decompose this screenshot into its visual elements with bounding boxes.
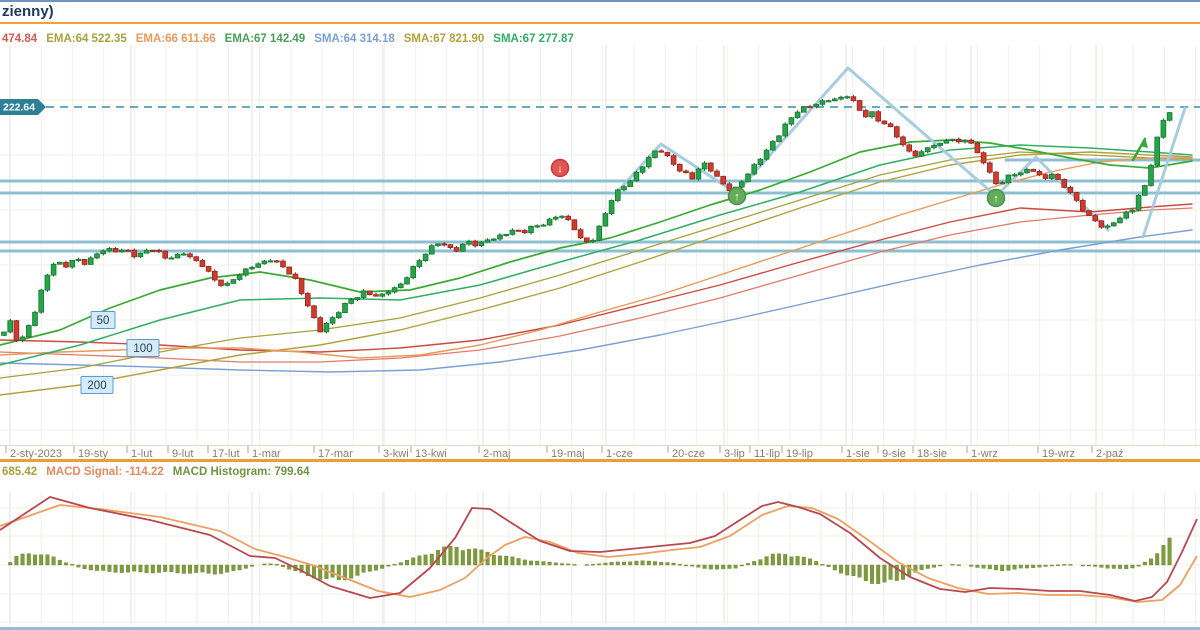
svg-text:3-lip: 3-lip xyxy=(724,448,745,460)
svg-text:19-lip: 19-lip xyxy=(786,448,813,460)
svg-text:17-lut: 17-lut xyxy=(212,448,240,460)
svg-text:100: 100 xyxy=(133,343,152,355)
hand-drawn-arrow xyxy=(1131,137,1148,162)
svg-text:9-sie: 9-sie xyxy=(882,448,906,460)
svg-text:3-kwi: 3-kwi xyxy=(383,448,409,460)
macd-indicator-legend: 685.42 MACD Signal: -114.22 MACD Histogram… xyxy=(2,466,319,478)
macd-lines xyxy=(0,496,1198,603)
price-indicator-legend: 474.84 EMA:64 522.35 EMA:66 611.66 EMA:67 1… xyxy=(2,33,583,45)
svg-text:17-mar: 17-mar xyxy=(318,448,353,460)
svg-text:2-maj: 2-maj xyxy=(483,448,511,460)
ema-green-line xyxy=(0,139,1193,346)
svg-text:1-mar: 1-mar xyxy=(252,448,281,460)
buy-arrow-marker[interactable]: ↑ xyxy=(986,188,1006,208)
price-legend-item: SMA:64 314.18 xyxy=(314,33,395,45)
candlesticks[interactable] xyxy=(1,95,1173,343)
price-legend-item: EMA:64 522.35 xyxy=(46,33,127,45)
grid-lines xyxy=(0,45,1200,625)
panel-divider xyxy=(0,459,1200,462)
macd-legend-item: 685.42 xyxy=(2,466,38,478)
svg-text:11-lip: 11-lip xyxy=(754,448,780,460)
svg-text:13-kwi: 13-kwi xyxy=(415,448,447,460)
chart-title: zienny) xyxy=(2,3,54,20)
svg-text:↓: ↓ xyxy=(557,163,563,175)
macd-legend-item: MACD Histogram: 799.64 xyxy=(172,466,310,478)
sma-darkyellow-line xyxy=(0,151,1193,396)
macd-signal-line xyxy=(0,504,1198,603)
support-resistance-levels[interactable] xyxy=(0,106,1200,253)
svg-text:18-sie: 18-sie xyxy=(917,448,947,460)
svg-text:9-lut: 9-lut xyxy=(172,448,193,460)
date-axis: 2-sty-2023 19-sty 1-lut 9-lut 17-lut 1-mar 17-… xyxy=(5,445,1124,460)
svg-text:2-paź: 2-paź xyxy=(1096,448,1124,460)
sma-blue-line xyxy=(0,229,1193,373)
svg-text:2-sty-2023: 2-sty-2023 xyxy=(10,448,62,460)
sma-green-line xyxy=(0,144,1193,366)
svg-text:200: 200 xyxy=(87,380,106,392)
price-axis-badge: 222.64 xyxy=(0,99,46,115)
svg-text:222.64: 222.64 xyxy=(3,102,35,114)
window-bottom-border xyxy=(0,627,1200,630)
price-legend-item: EMA:66 611.66 xyxy=(135,33,216,45)
title-divider xyxy=(0,22,1200,24)
macd-histogram xyxy=(8,537,1172,584)
price-legend-item: EMA:67 142.49 xyxy=(224,33,306,45)
svg-text:1-wrz: 1-wrz xyxy=(971,448,998,460)
svg-text:20-cze: 20-cze xyxy=(672,448,705,460)
svg-text:↑: ↑ xyxy=(993,193,999,205)
sell-arrow-marker[interactable]: ↓ xyxy=(550,158,570,178)
svg-text:19-sty: 19-sty xyxy=(78,448,108,460)
ema-red-line xyxy=(0,203,1193,353)
date-axis-line xyxy=(0,445,1200,446)
svg-text:↑: ↑ xyxy=(734,191,740,203)
macd-main-line xyxy=(0,496,1198,602)
trendlines[interactable] xyxy=(616,66,1187,239)
svg-text:50: 50 xyxy=(97,315,110,327)
moving-average-lines xyxy=(0,139,1193,396)
svg-text:19-maj: 19-maj xyxy=(551,448,585,460)
buy-arrow-marker[interactable]: ↑ xyxy=(727,186,747,206)
macd-legend-item: MACD Signal: -114.22 xyxy=(46,466,164,478)
window-top-border xyxy=(0,0,1200,2)
ema-orange-line xyxy=(0,157,1193,359)
svg-text:1-lut: 1-lut xyxy=(131,448,152,460)
signal-markers[interactable]: ↓ ↑ ↑ xyxy=(550,158,1006,208)
price-legend-item: SMA:67 821.90 xyxy=(403,33,485,45)
price-legend-item: 474.84 xyxy=(2,33,38,45)
svg-text:1-sie: 1-sie xyxy=(846,448,870,460)
price-legend-item: SMA:67 277.87 xyxy=(493,33,574,45)
svg-text:19-wrz: 19-wrz xyxy=(1042,448,1075,460)
svg-text:1-cze: 1-cze xyxy=(606,448,633,460)
ma-period-labels: 50 100 200 xyxy=(80,311,160,394)
